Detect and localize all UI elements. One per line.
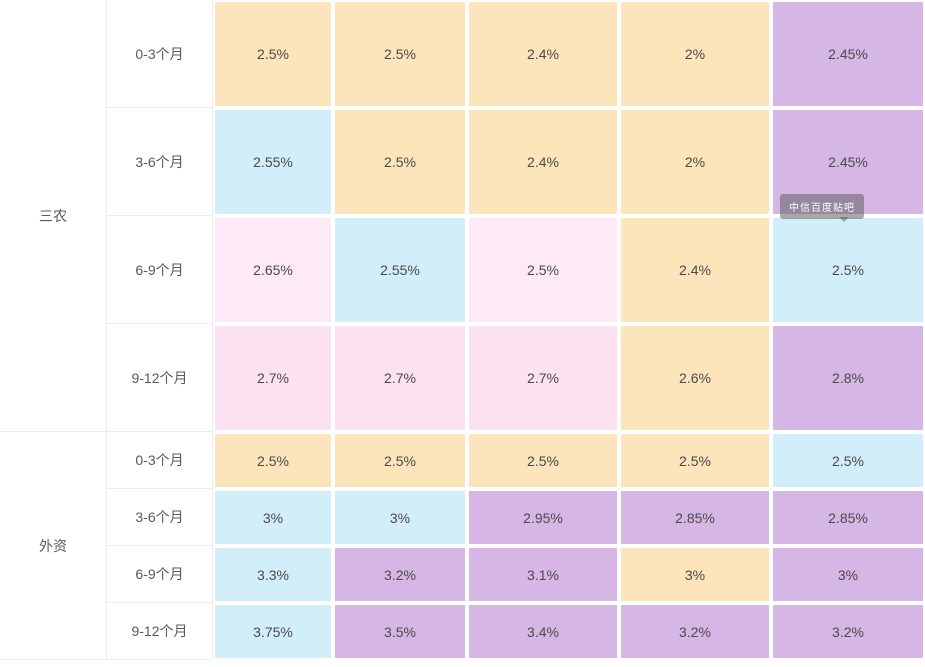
group-label-waizi: 外资 bbox=[0, 432, 107, 660]
rate-cell: 3.1% bbox=[467, 546, 619, 603]
rate-cell: 3.4% bbox=[467, 603, 619, 660]
rate-cell: 2.5% bbox=[213, 0, 333, 108]
rate-cell: 3.5% bbox=[333, 603, 467, 660]
rate-cell: 2.7% bbox=[467, 324, 619, 432]
group-label-sannong: 三农 bbox=[0, 0, 107, 432]
rate-cell: 3% bbox=[619, 546, 771, 603]
period-label: 6-9个月 bbox=[107, 216, 213, 324]
rate-cell: 2.5% bbox=[333, 108, 467, 216]
period-label: 3-6个月 bbox=[107, 108, 213, 216]
period-label: 9-12个月 bbox=[107, 324, 213, 432]
rate-cell: 2.7% bbox=[333, 324, 467, 432]
rate-cell: 2.5% bbox=[771, 216, 925, 324]
rate-cell: 2.85% bbox=[771, 489, 925, 546]
rate-cell: 2.5% bbox=[467, 432, 619, 489]
rate-cell: 2.85% bbox=[619, 489, 771, 546]
rate-cell: 2.5% bbox=[771, 432, 925, 489]
period-label: 0-3个月 bbox=[107, 432, 213, 489]
rate-cell: 2.8% bbox=[771, 324, 925, 432]
rate-cell: 2.55% bbox=[333, 216, 467, 324]
rate-cell: 2.5% bbox=[619, 432, 771, 489]
rate-cell: 2.5% bbox=[467, 216, 619, 324]
rate-cell: 2.95% bbox=[467, 489, 619, 546]
rate-cell: 2.5% bbox=[213, 432, 333, 489]
rate-cell: 2.4% bbox=[467, 108, 619, 216]
rate-cell: 3% bbox=[333, 489, 467, 546]
period-label: 9-12个月 bbox=[107, 603, 213, 660]
period-label: 6-9个月 bbox=[107, 546, 213, 603]
rate-cell: 3.2% bbox=[619, 603, 771, 660]
rate-cell: 2.5% bbox=[333, 0, 467, 108]
rate-cell: 3% bbox=[771, 546, 925, 603]
rate-cell: 2.7% bbox=[213, 324, 333, 432]
rate-cell: 2.4% bbox=[619, 216, 771, 324]
rate-cell: 2% bbox=[619, 108, 771, 216]
rate-cell: 2.4% bbox=[467, 0, 619, 108]
period-label: 0-3个月 bbox=[107, 0, 213, 108]
rate-cell: 2% bbox=[619, 0, 771, 108]
rate-cell: 3% bbox=[213, 489, 333, 546]
rate-cell: 3.2% bbox=[771, 603, 925, 660]
rate-cell: 2.65% bbox=[213, 216, 333, 324]
period-label: 3-6个月 bbox=[107, 489, 213, 546]
rate-cell: 3.75% bbox=[213, 603, 333, 660]
rate-cell: 2.55% bbox=[213, 108, 333, 216]
watermark-tooltip: 中信百度贴吧 bbox=[780, 194, 864, 222]
rate-cell: 3.3% bbox=[213, 546, 333, 603]
rate-cell: 2.45% bbox=[771, 0, 925, 108]
rate-cell: 3.2% bbox=[333, 546, 467, 603]
rate-cell: 2.6% bbox=[619, 324, 771, 432]
rate-cell: 2.5% bbox=[333, 432, 467, 489]
